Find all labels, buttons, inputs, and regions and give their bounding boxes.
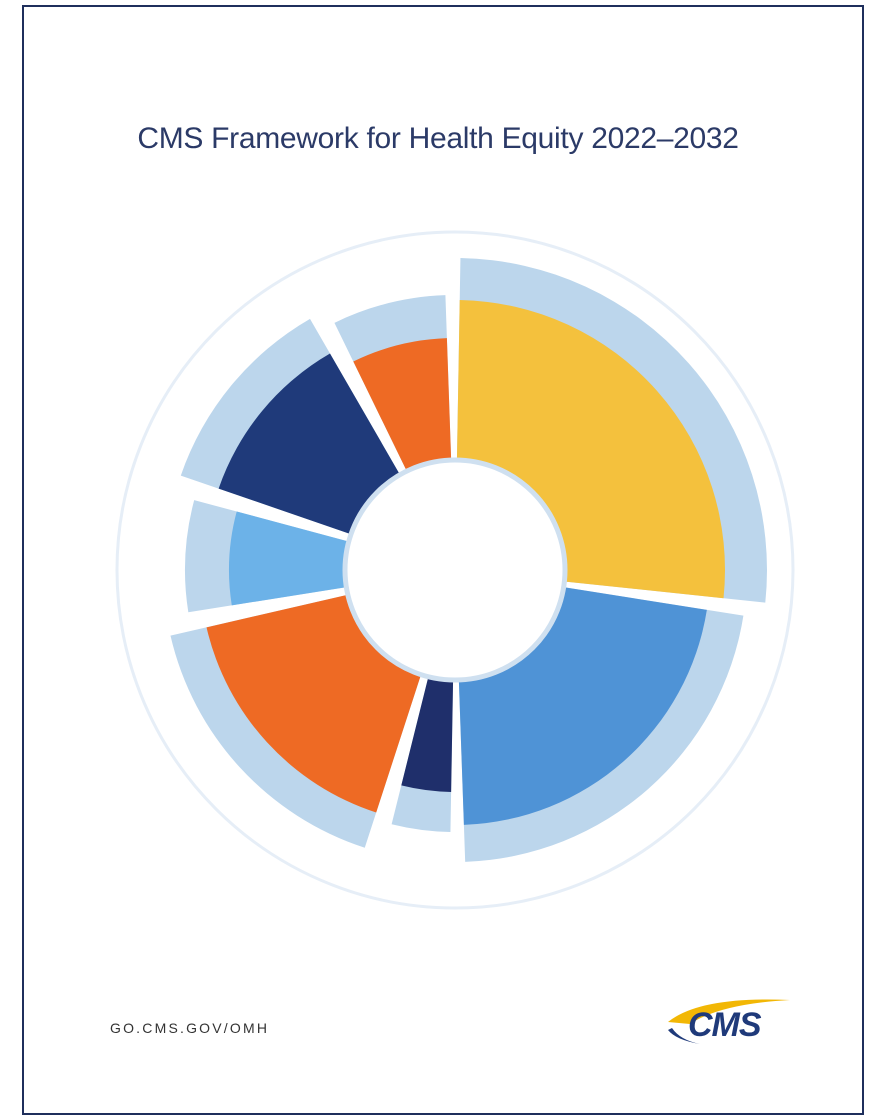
page: {"header": {"title": "CMS Framework for … xyxy=(0,0,876,1102)
cover-graphic xyxy=(0,0,876,1102)
logo: CMS xyxy=(688,1006,761,1045)
footer-url: GO.CMS.GOV/OMH xyxy=(110,1020,269,1036)
center-circle xyxy=(345,460,565,680)
